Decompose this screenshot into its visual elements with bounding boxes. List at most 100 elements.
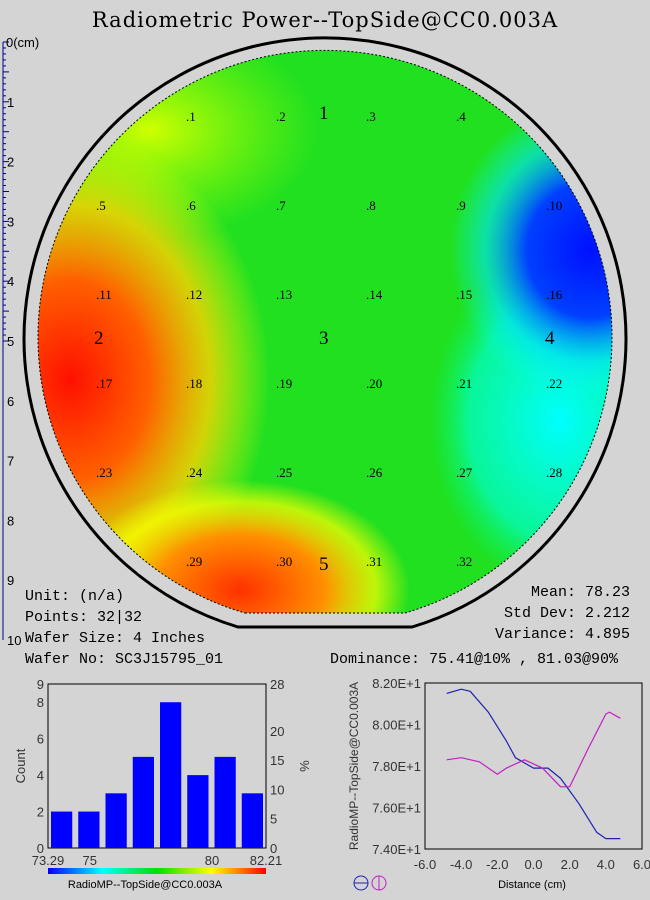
x-axis-label: Distance (cm)	[498, 879, 566, 891]
x-tick-label: 4.0	[597, 857, 615, 872]
site-label: 5	[319, 554, 329, 575]
x-tick-label: 80	[205, 853, 219, 868]
points-label: Points: 32|32	[25, 609, 143, 626]
y-tick-label: 8.20E+1	[372, 676, 421, 691]
x-tick-label: 82.21	[250, 853, 283, 868]
variance-label: Variance: 4.895	[494, 626, 630, 643]
histogram-bar	[105, 793, 127, 848]
histogram-bar	[241, 793, 263, 848]
plot-frame	[424, 682, 643, 850]
wafer-no-label: Wafer No: SC3J15795_01	[25, 651, 224, 668]
measurement-point[interactable]: .21	[456, 376, 473, 391]
page-title: Radiometric Power--TopSide@CC0.003A	[91, 8, 559, 32]
ruler-label: 4	[7, 274, 14, 289]
ruler-label: 3	[7, 214, 14, 229]
measurement-point[interactable]: .18	[186, 376, 203, 391]
measurement-point[interactable]: .11	[96, 287, 112, 302]
y2-tick-label: 5	[270, 812, 277, 827]
y-tick-label: 8	[37, 695, 44, 710]
x-tick-label: -4.0	[450, 857, 472, 872]
x-tick-label: 2.0	[561, 857, 579, 872]
measurement-point[interactable]: .15	[456, 287, 473, 302]
site-label: 4	[545, 328, 555, 349]
histogram-bar	[51, 811, 73, 848]
measurement-point[interactable]: .23	[96, 465, 113, 480]
measurement-point[interactable]: .32	[456, 554, 473, 569]
measurement-point[interactable]: .17	[96, 376, 113, 391]
plot-frame	[47, 683, 267, 849]
measurement-point[interactable]: .26	[366, 465, 383, 480]
x-tick-label: 73.29	[32, 853, 65, 868]
ruler-label: 8	[7, 513, 14, 528]
ruler-unit: 0(cm)	[6, 35, 39, 50]
unit-label: Unit: (n/a)	[25, 588, 125, 605]
measurement-point[interactable]: .4	[456, 109, 466, 124]
measurement-point[interactable]: .2	[276, 109, 286, 124]
y2-tick-label: 10	[270, 782, 284, 797]
measurement-point[interactable]: .14	[366, 287, 383, 302]
measurement-point[interactable]: .24	[186, 465, 203, 480]
measurement-point[interactable]: .16	[546, 287, 563, 302]
y2-tick-label: 0	[270, 841, 277, 856]
measurement-point[interactable]: .5	[96, 198, 106, 213]
measurement-point[interactable]: .22	[546, 376, 563, 391]
measurement-point[interactable]: .9	[456, 198, 466, 213]
measurement-point[interactable]: .20	[366, 376, 383, 391]
ruler-label: 1	[7, 95, 14, 110]
series-line-vertical	[446, 711, 621, 788]
measurement-point[interactable]: .19	[276, 376, 293, 391]
site-label: 2	[94, 328, 104, 349]
x-tick-label: -2.0	[486, 857, 508, 872]
measurement-point[interactable]: .1	[186, 109, 196, 124]
x-tick-label: 75	[83, 853, 97, 868]
measurement-point[interactable]: .10	[546, 198, 563, 213]
ruler-label: 9	[7, 573, 14, 588]
measurement-point[interactable]: .12	[186, 287, 203, 302]
color-scale-bar	[48, 868, 266, 874]
measurement-point[interactable]: .28	[546, 465, 563, 480]
measurement-point[interactable]: .25	[276, 465, 293, 480]
histogram-bar	[78, 811, 100, 848]
histogram-bar	[132, 756, 154, 848]
y2-tick-label: 20	[270, 724, 284, 739]
measurement-point[interactable]: .8	[366, 198, 376, 213]
measurement-point[interactable]: .6	[186, 198, 196, 213]
ruler-label: 7	[7, 454, 14, 469]
measurement-point[interactable]: .31	[366, 554, 383, 569]
y-tick-label: 7.80E+1	[372, 759, 421, 774]
measurement-point[interactable]: .7	[276, 198, 286, 213]
measurement-point[interactable]: .27	[456, 465, 473, 480]
site-label: 1	[319, 103, 329, 124]
wafer-size-label: Wafer Size: 4 Inches	[25, 630, 206, 647]
histogram-bar	[160, 702, 182, 848]
histogram-bar	[187, 775, 209, 848]
measurement-point[interactable]: .30	[276, 554, 293, 569]
y-tick-label: 8.00E+1	[372, 718, 421, 733]
measurement-point[interactable]: .13	[276, 287, 293, 302]
ruler-label: 10	[7, 633, 21, 648]
x-tick-label: 6.0	[633, 857, 650, 872]
dominance-label: Dominance: 75.41@10% , 81.03@90%	[329, 651, 618, 668]
x-tick-label: 0.0	[524, 857, 542, 872]
y2-axis-label: %	[297, 760, 312, 772]
y-tick-label: 6	[37, 732, 44, 747]
series-line-horizontal	[446, 688, 621, 840]
site-label: 3	[319, 328, 329, 349]
y-tick-label: 0	[37, 841, 44, 856]
wafer-map	[22, 36, 628, 629]
y2-tick-label: 28	[270, 677, 284, 692]
y-tick-label: 7.60E+1	[372, 801, 421, 816]
y-axis-label: Count	[13, 748, 28, 783]
y-tick-label: 4	[37, 768, 44, 783]
y-axis-label: RadioMP--TopSide@CC0.003A	[347, 682, 361, 850]
measurement-point[interactable]: .29	[186, 554, 203, 569]
profile-line-chart: -6.0 -4.0 -2.0 0.0 2.0 4.0 6.0 7.40E+1 7.60E+1 7.…	[347, 676, 650, 891]
ruler-label: 6	[7, 394, 14, 409]
x-axis-label: RadioMP--TopSide@CC0.003A	[68, 879, 223, 891]
mean-label: Mean: 78.23	[530, 584, 630, 601]
y-tick-label: 2	[37, 805, 44, 820]
measurement-point[interactable]: .3	[366, 109, 376, 124]
y-tick-label: 7.40E+1	[372, 842, 421, 857]
ruler-label: 2	[7, 155, 14, 170]
x-tick-label: -6.0	[414, 857, 436, 872]
